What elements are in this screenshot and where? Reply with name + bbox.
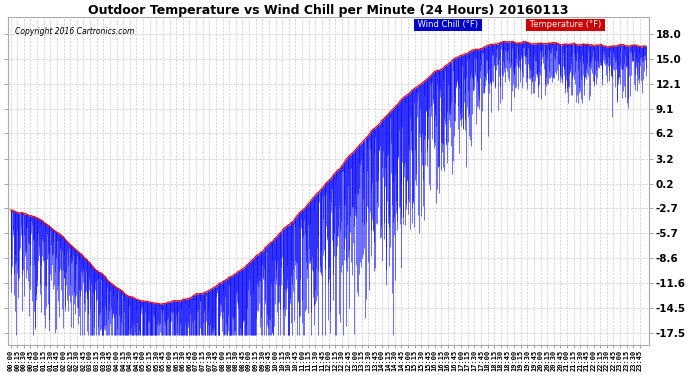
Text: Wind Chill (°F): Wind Chill (°F)	[415, 21, 481, 30]
Title: Outdoor Temperature vs Wind Chill per Minute (24 Hours) 20160113: Outdoor Temperature vs Wind Chill per Mi…	[88, 4, 569, 17]
Text: Temperature (°F): Temperature (°F)	[527, 21, 604, 30]
Text: Copyright 2016 Cartronics.com: Copyright 2016 Cartronics.com	[14, 27, 134, 36]
